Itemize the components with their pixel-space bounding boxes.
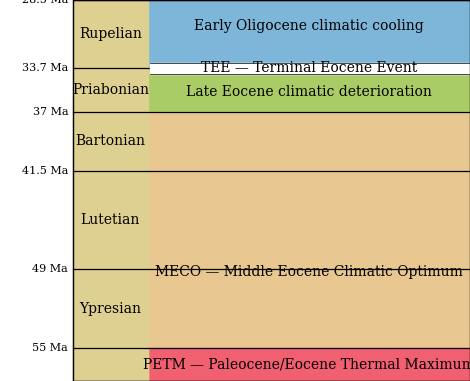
Text: 55 Ma: 55 Ma xyxy=(32,343,68,353)
Text: 41.5 Ma: 41.5 Ma xyxy=(22,166,68,176)
Text: Bartonian: Bartonian xyxy=(76,134,145,148)
Text: Early Oligocene climatic cooling: Early Oligocene climatic cooling xyxy=(194,19,424,33)
Text: Ypresian: Ypresian xyxy=(79,302,141,316)
Text: Late Eocene climatic deterioration: Late Eocene climatic deterioration xyxy=(186,85,432,99)
Text: 49 Ma: 49 Ma xyxy=(32,264,68,274)
Text: 28.5 Ma: 28.5 Ma xyxy=(22,0,68,5)
Text: Lutetian: Lutetian xyxy=(81,213,140,227)
Text: TEE — Terminal Eocene Event: TEE — Terminal Eocene Event xyxy=(201,61,417,75)
Text: MECO — Middle Eocene Climatic Optimum: MECO — Middle Eocene Climatic Optimum xyxy=(155,265,463,279)
Text: 37 Ma: 37 Ma xyxy=(32,107,68,117)
Text: 33.7 Ma: 33.7 Ma xyxy=(22,63,68,73)
Text: Priabonian: Priabonian xyxy=(72,83,149,97)
Bar xyxy=(73,0,470,381)
Text: PETM — Paleocene/Eocene Thermal Maximum: PETM — Paleocene/Eocene Thermal Maximum xyxy=(143,358,470,371)
Text: Rupelian: Rupelian xyxy=(79,27,142,41)
